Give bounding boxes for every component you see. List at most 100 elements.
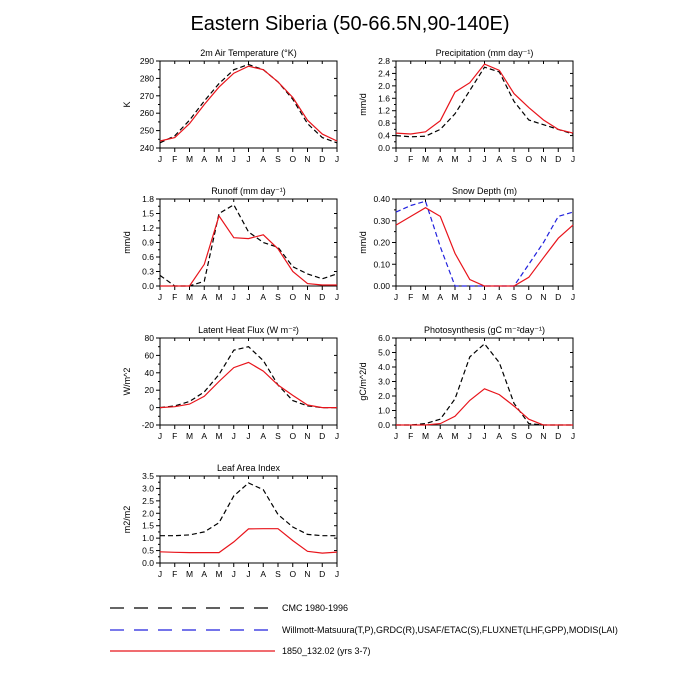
y-tick-label: 290 <box>140 56 154 66</box>
y-axis-label: mm/d <box>122 231 132 254</box>
y-tick-label: 0.00 <box>373 281 390 291</box>
x-tick-label: F <box>172 431 177 441</box>
series-line-red-solid <box>395 207 574 287</box>
y-tick-label: 5.0 <box>378 348 390 358</box>
x-tick-label: J <box>158 154 162 164</box>
y-tick-label: 2.0 <box>142 508 154 518</box>
y-tick-label: 80 <box>145 333 155 343</box>
y-tick-label: 0.10 <box>373 259 390 269</box>
x-tick-label: J <box>232 431 236 441</box>
panel-title: Runoff (mm day⁻¹) <box>211 186 286 196</box>
legend-label: 1850_132.02 (yrs 3-7) <box>282 646 371 656</box>
x-tick-label: F <box>408 292 413 302</box>
series-line-red-solid <box>159 361 337 409</box>
x-tick-label: J <box>335 154 339 164</box>
y-tick-label: 2.4 <box>378 68 390 78</box>
x-tick-label: S <box>511 154 517 164</box>
y-tick-label: 2.5 <box>142 496 154 506</box>
y-tick-label: 1.8 <box>142 194 154 204</box>
x-tick-label: J <box>335 292 339 302</box>
y-tick-label: 0.3 <box>142 267 154 277</box>
x-tick-label: S <box>275 569 281 579</box>
x-tick-label: J <box>482 292 486 302</box>
figure-title: Eastern Siberia (50-66.5N,90-140E) <box>190 13 509 35</box>
x-tick-label: M <box>215 569 222 579</box>
x-tick-label: A <box>201 569 207 579</box>
chart-panel: Precipitation (mm day⁻¹) 0.0 0.4 0.8 1.2 1.6 2… <box>358 48 575 164</box>
x-tick-label: M <box>215 154 222 164</box>
x-tick-label: D <box>319 431 325 441</box>
plot-frame <box>159 337 338 426</box>
x-tick-label: M <box>186 569 193 579</box>
y-tick-label: 0.40 <box>373 194 390 204</box>
panel-title: Leaf Area Index <box>217 463 281 473</box>
x-tick-label: A <box>201 431 207 441</box>
series-line-blue-dashed <box>395 200 574 287</box>
x-tick-label: O <box>525 292 532 302</box>
x-tick-label: D <box>555 154 561 164</box>
x-tick-label: M <box>422 292 429 302</box>
x-tick-label: A <box>437 292 443 302</box>
y-axis-label: m2/m2 <box>122 506 132 534</box>
legend-label: CMC 1980-1996 <box>282 603 348 613</box>
y-tick-label: 0.8 <box>378 118 390 128</box>
x-tick-label: D <box>319 154 325 164</box>
series-line-black-dashed <box>395 66 574 138</box>
x-tick-label: O <box>289 431 296 441</box>
y-tick-label: 3.5 <box>142 471 154 481</box>
x-tick-label: S <box>511 431 517 441</box>
x-tick-label: A <box>496 431 502 441</box>
x-tick-label: M <box>451 431 458 441</box>
chart-panel: Photosynthesis (gC m⁻²day⁻¹) 0.0 1.0 2.0 3.0… <box>358 325 575 441</box>
x-tick-label: N <box>540 154 546 164</box>
x-tick-label: M <box>451 154 458 164</box>
x-tick-label: O <box>289 154 296 164</box>
x-tick-label: M <box>422 154 429 164</box>
x-tick-label: J <box>571 292 575 302</box>
x-tick-label: D <box>319 569 325 579</box>
x-tick-label: A <box>260 292 266 302</box>
x-tick-label: J <box>246 154 250 164</box>
y-tick-label: 1.5 <box>142 521 154 531</box>
plot-frame <box>395 337 574 426</box>
x-tick-label: S <box>275 431 281 441</box>
plot-frame <box>159 475 338 564</box>
x-tick-label: A <box>496 154 502 164</box>
series-line-red-solid <box>395 63 574 135</box>
y-axis-label: mm/d <box>358 231 368 254</box>
x-tick-label: J <box>394 154 398 164</box>
x-tick-label: N <box>304 431 310 441</box>
x-tick-label: J <box>232 154 236 164</box>
x-tick-label: M <box>186 154 193 164</box>
x-tick-label: J <box>482 154 486 164</box>
x-tick-label: F <box>172 154 177 164</box>
y-tick-label: 260 <box>140 108 154 118</box>
series-line-red-solid <box>159 65 338 142</box>
x-tick-label: J <box>468 292 472 302</box>
x-tick-label: A <box>437 431 443 441</box>
x-tick-label: F <box>408 431 413 441</box>
y-axis-label: gC/m^2/d <box>358 362 368 400</box>
y-tick-label: 2.0 <box>378 391 390 401</box>
x-tick-label: M <box>215 431 222 441</box>
panel-title: Photosynthesis (gC m⁻²day⁻¹) <box>424 325 545 335</box>
chart-panel: Snow Depth (m)0.000.100.200.300.40J F M A M J… <box>358 186 575 302</box>
y-tick-label: 2.0 <box>378 81 390 91</box>
y-tick-label: 60 <box>145 350 155 360</box>
panel-title: Precipitation (mm day⁻¹) <box>436 48 534 58</box>
x-tick-label: J <box>246 292 250 302</box>
y-tick-label: 270 <box>140 91 154 101</box>
series-line-red-solid <box>160 214 337 287</box>
y-axis-label: mm/d <box>358 93 368 116</box>
y-tick-label: 0.9 <box>142 238 154 248</box>
x-tick-label: M <box>451 292 458 302</box>
chart-panel: 2m Air Temperature (°K) 240 250 260 270 280 29… <box>122 48 339 164</box>
panel-title: Latent Heat Flux (W m⁻²) <box>198 325 299 335</box>
y-tick-label: 0 <box>149 403 154 413</box>
y-tick-label: 0.0 <box>378 143 390 153</box>
plot-frame <box>395 198 574 287</box>
y-tick-label: 0.30 <box>373 216 390 226</box>
x-tick-label: A <box>260 154 266 164</box>
y-tick-label: -20 <box>142 420 155 430</box>
x-tick-label: A <box>201 292 207 302</box>
